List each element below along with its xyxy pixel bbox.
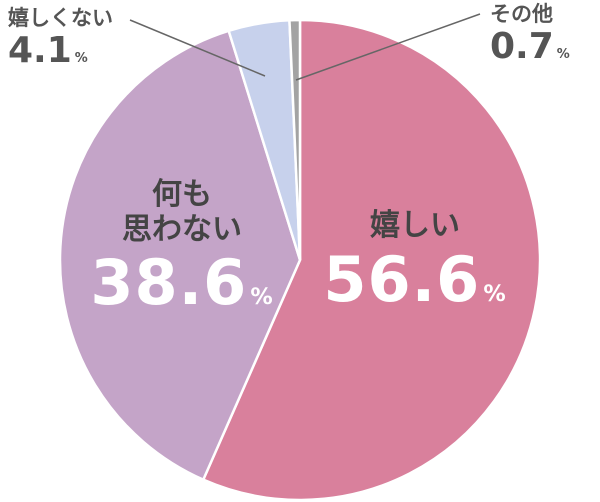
value-unit: % bbox=[483, 280, 507, 307]
value-number: 0.7 bbox=[490, 26, 554, 68]
leader-line bbox=[295, 13, 481, 81]
value-number: 56.6 bbox=[323, 242, 481, 316]
value-label: 0.7% bbox=[490, 26, 570, 67]
slices bbox=[58, 18, 542, 502]
slice-label: その他 0.7% bbox=[490, 2, 570, 68]
category-label: 嬉しい bbox=[370, 208, 460, 244]
leader-line bbox=[129, 19, 266, 77]
value-label: 56.6% bbox=[323, 242, 507, 316]
value-number: 38.6 bbox=[90, 245, 248, 319]
slice-label: 嬉しい 56.6% bbox=[323, 208, 507, 316]
pie-slice bbox=[58, 29, 302, 482]
value-label: 4.1% bbox=[8, 30, 113, 71]
slice-label: 嬉しくない 4.1% bbox=[8, 6, 113, 72]
value-number: 4.1 bbox=[8, 30, 72, 72]
value-unit: % bbox=[556, 47, 570, 63]
category-label: 嬉しくない bbox=[8, 6, 113, 30]
value-label: 38.6% bbox=[90, 247, 273, 318]
category-label: 何も 思わない bbox=[122, 176, 242, 247]
value-unit: % bbox=[250, 283, 274, 310]
value-unit: % bbox=[74, 51, 88, 67]
slice-label: 何も 思わない 38.6% bbox=[90, 176, 273, 318]
pie-slice bbox=[201, 18, 542, 502]
category-label: その他 bbox=[490, 2, 553, 26]
